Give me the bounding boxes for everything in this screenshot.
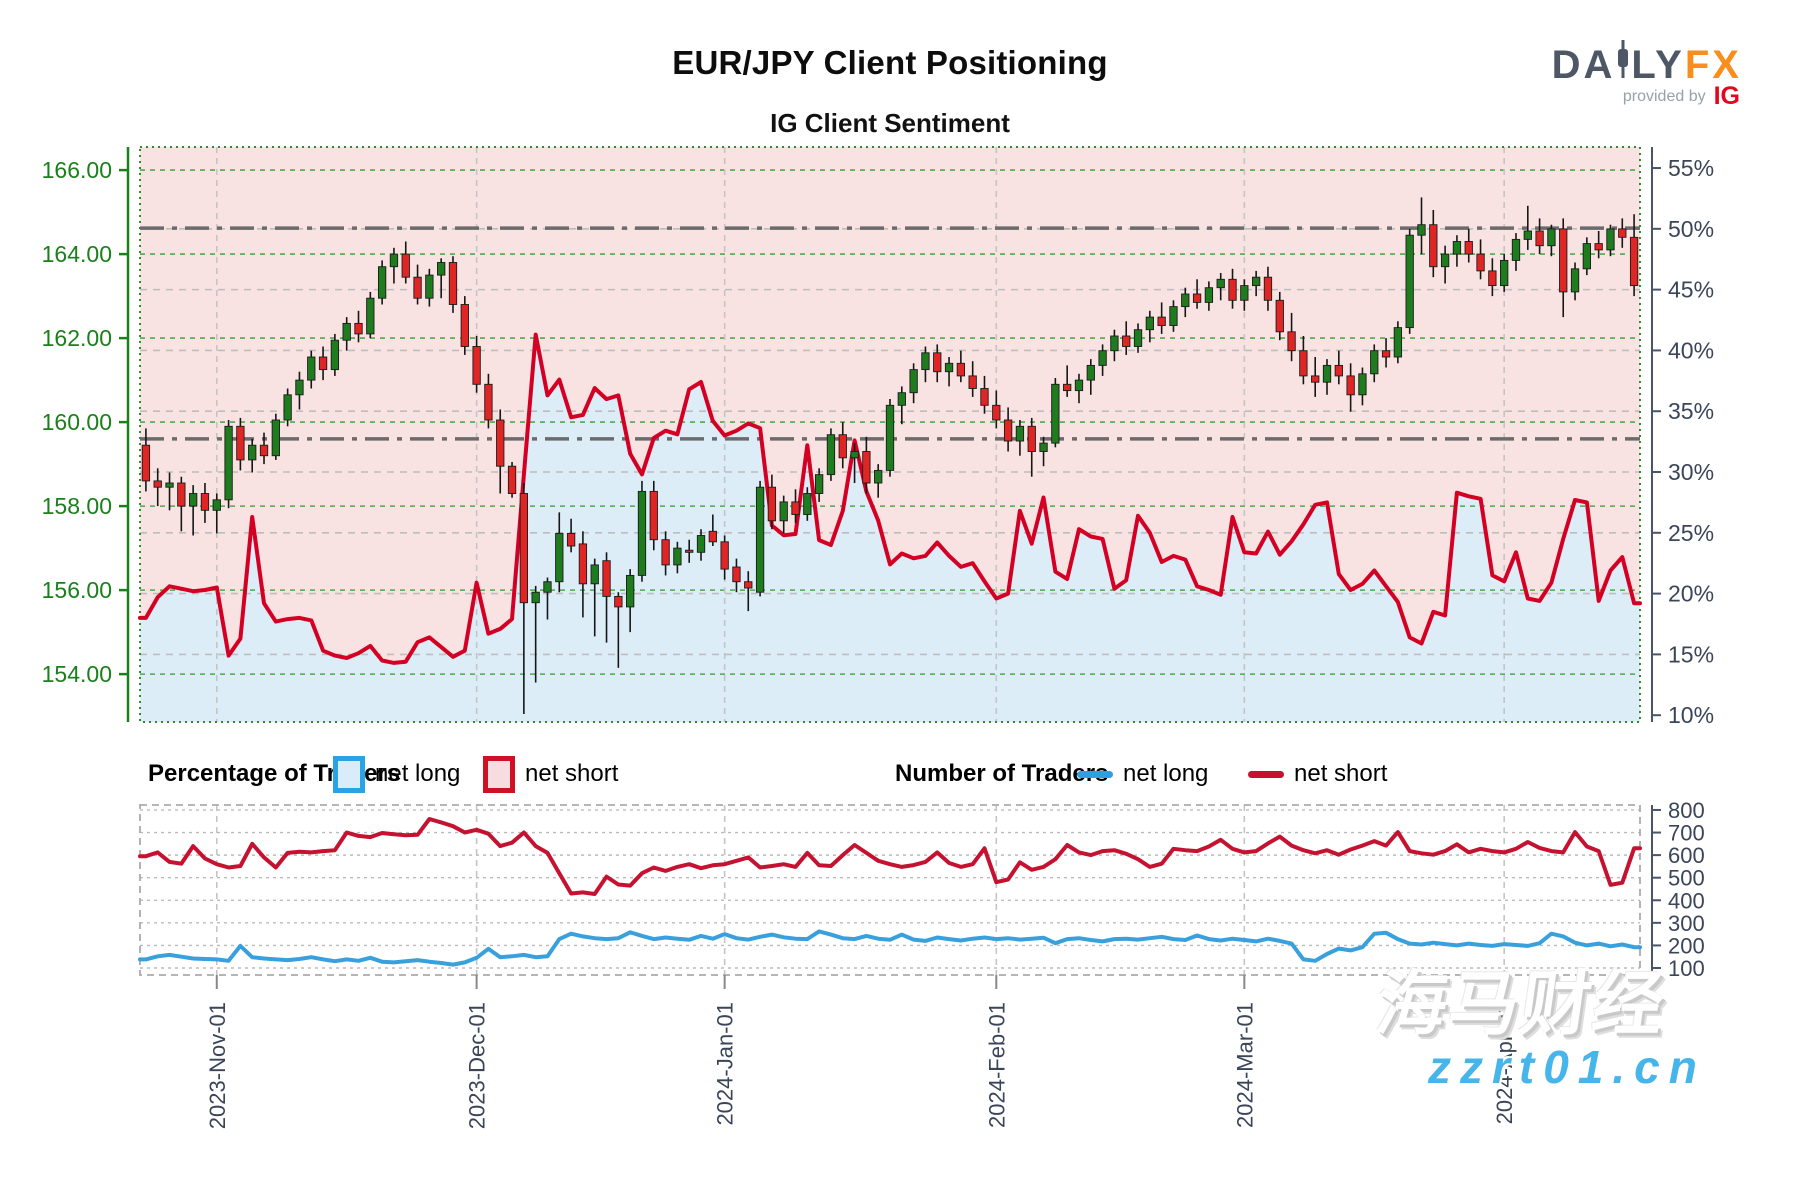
svg-text:500: 500	[1668, 866, 1705, 891]
ig-logo: IG	[1713, 82, 1740, 110]
price-axis: 166.00 164.00 162.00 160.00 158.00 156.00 154.…	[42, 147, 130, 722]
svg-text:166.00: 166.00	[42, 157, 112, 183]
svg-text:2024-Feb-01: 2024-Feb-01	[984, 1002, 1009, 1128]
svg-text:30%: 30%	[1668, 459, 1714, 485]
logo-text-ly: LY	[1631, 43, 1685, 87]
svg-text:700: 700	[1668, 821, 1705, 846]
logo-text-da: DA	[1551, 43, 1616, 87]
net-short-area-swatch-icon	[483, 755, 515, 793]
net-short-line-swatch-icon	[1248, 770, 1284, 778]
svg-text:2024-Jan-01: 2024-Jan-01	[713, 1002, 738, 1126]
main-chart	[138, 146, 1642, 723]
svg-text:164.00: 164.00	[42, 241, 112, 267]
legend-num-net-long: net long	[1077, 752, 1208, 796]
svg-text:162.00: 162.00	[42, 325, 112, 351]
svg-text:100: 100	[1668, 956, 1705, 981]
svg-text:160.00: 160.00	[42, 409, 112, 435]
legend-pct-net-short: net short	[483, 752, 618, 796]
svg-text:40%: 40%	[1668, 337, 1714, 363]
num-net-short-line	[138, 817, 1642, 896]
provided-by-label: provided by	[1622, 88, 1706, 105]
svg-text:20%: 20%	[1668, 581, 1714, 607]
percent-axis: 55% 50% 45% 40% 35% 30% 25% 20% 15% 10%	[1651, 147, 1714, 728]
logo-text-fx: FX	[1684, 43, 1742, 87]
page-title: EUR/JPY Client Positioning	[672, 44, 1108, 81]
svg-text:156.00: 156.00	[42, 577, 112, 603]
legend-num-title: Number of Traders	[895, 760, 1109, 787]
net-long-line-swatch-icon	[1077, 770, 1113, 778]
svg-text:15%: 15%	[1668, 641, 1714, 667]
svg-text:45%: 45%	[1668, 277, 1714, 303]
svg-text:55%: 55%	[1668, 155, 1714, 181]
legend-pct-net-long: net long	[333, 752, 460, 796]
date-axis: 2023-Nov-01 2023-Dec-01 2024-Jan-01 2024-Fe…	[205, 975, 1517, 1129]
num-net-long-line	[138, 929, 1642, 967]
svg-text:800: 800	[1668, 798, 1705, 823]
svg-text:200: 200	[1668, 933, 1705, 958]
legend-num-net-short: net short	[1248, 752, 1387, 796]
dailyfx-logo: DA LYFX	[1552, 40, 1742, 85]
chart-subtitle: IG Client Sentiment	[770, 108, 1010, 138]
svg-text:2024-Mar-01: 2024-Mar-01	[1232, 1002, 1257, 1128]
watermark-cjk: 海马财经	[1371, 965, 1671, 1043]
candlestick-icon	[1617, 40, 1629, 82]
net-long-area-swatch-icon	[333, 755, 365, 793]
svg-text:2023-Dec-01: 2023-Dec-01	[465, 1002, 490, 1129]
svg-text:400: 400	[1668, 888, 1705, 913]
svg-text:2024-Apr-01: 2024-Apr-01	[1492, 1002, 1517, 1124]
svg-text:158.00: 158.00	[42, 493, 112, 519]
legend-row: Percentage of Traders net long net short…	[0, 752, 1800, 796]
svg-text:50%: 50%	[1668, 216, 1714, 242]
provided-by: provided by IG	[1623, 82, 1740, 111]
svg-text:25%: 25%	[1668, 520, 1714, 546]
svg-text:35%: 35%	[1668, 398, 1714, 424]
svg-text:154.00: 154.00	[42, 661, 112, 687]
svg-text:600: 600	[1668, 843, 1705, 868]
traders-chart	[138, 804, 1642, 976]
svg-text:300: 300	[1668, 911, 1705, 936]
candles	[141, 197, 1639, 715]
svg-text:10%: 10%	[1668, 702, 1714, 728]
svg-text:2023-Nov-01: 2023-Nov-01	[205, 1002, 230, 1129]
watermark-url: zzrt01.cn	[1428, 1041, 1706, 1093]
